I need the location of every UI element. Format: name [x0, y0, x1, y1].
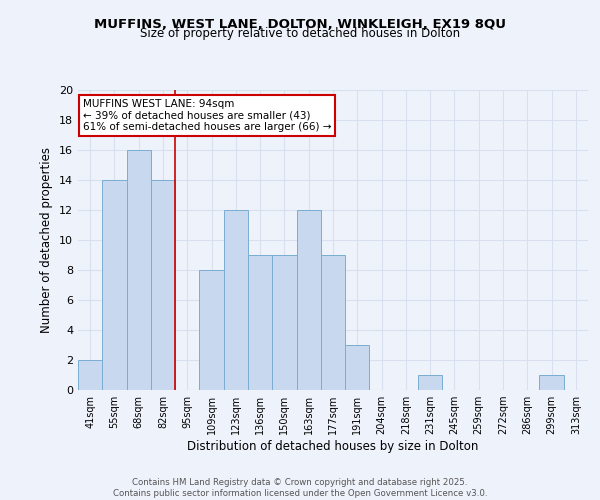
Bar: [78, 360, 102, 390]
Bar: [224, 210, 248, 390]
X-axis label: Distribution of detached houses by size in Dolton: Distribution of detached houses by size …: [187, 440, 479, 453]
Bar: [539, 375, 564, 390]
Bar: [102, 180, 127, 390]
Bar: [151, 180, 175, 390]
Bar: [321, 255, 345, 390]
Bar: [199, 270, 224, 390]
Bar: [418, 375, 442, 390]
Bar: [248, 255, 272, 390]
Text: Size of property relative to detached houses in Dolton: Size of property relative to detached ho…: [140, 28, 460, 40]
Bar: [296, 210, 321, 390]
Text: Contains HM Land Registry data © Crown copyright and database right 2025.
Contai: Contains HM Land Registry data © Crown c…: [113, 478, 487, 498]
Text: MUFFINS, WEST LANE, DOLTON, WINKLEIGH, EX19 8QU: MUFFINS, WEST LANE, DOLTON, WINKLEIGH, E…: [94, 18, 506, 30]
Y-axis label: Number of detached properties: Number of detached properties: [40, 147, 53, 333]
Bar: [345, 345, 370, 390]
Text: MUFFINS WEST LANE: 94sqm
← 39% of detached houses are smaller (43)
61% of semi-d: MUFFINS WEST LANE: 94sqm ← 39% of detach…: [83, 99, 332, 132]
Bar: [272, 255, 296, 390]
Bar: [127, 150, 151, 390]
